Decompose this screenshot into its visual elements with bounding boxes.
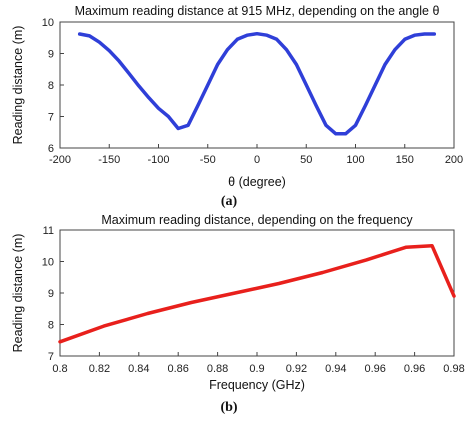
data-point bbox=[314, 104, 318, 107]
x-tick-label: 150 bbox=[396, 154, 414, 166]
y-axis-label: Reading distance (m) bbox=[11, 26, 25, 145]
data-point bbox=[216, 63, 219, 66]
x-tick-label: 0.98 bbox=[443, 363, 464, 375]
x-tick-label: 0.9 bbox=[249, 363, 264, 375]
data-point bbox=[236, 38, 239, 41]
data-point bbox=[78, 32, 81, 36]
x-tick-label: -150 bbox=[98, 154, 120, 166]
data-point bbox=[295, 63, 298, 66]
data-point bbox=[167, 115, 170, 118]
x-tick-label: 0 bbox=[254, 154, 260, 166]
y-tick-label: 10 bbox=[42, 257, 54, 269]
data-point bbox=[117, 59, 121, 63]
data-point bbox=[233, 291, 237, 295]
y-tick-label: 6 bbox=[48, 143, 54, 155]
data-point bbox=[226, 48, 229, 51]
data-point bbox=[393, 48, 397, 51]
chart-title: Maximum reading distance, depending on t… bbox=[101, 213, 413, 227]
data-point bbox=[365, 258, 368, 262]
x-axis-label: θ (degree) bbox=[228, 175, 286, 189]
panel-caption: (b) bbox=[220, 400, 237, 415]
data-point bbox=[383, 63, 387, 66]
panel-caption: (a) bbox=[221, 194, 238, 209]
data-point bbox=[430, 244, 434, 247]
data-point bbox=[324, 124, 328, 127]
x-tick-label: 0.84 bbox=[128, 363, 149, 375]
x-tick-label: 0.96 bbox=[404, 363, 425, 375]
data-point bbox=[374, 83, 377, 87]
series-line-0 bbox=[77, 31, 437, 136]
y-tick-label: 11 bbox=[43, 225, 54, 237]
x-tick-label: 0.96 bbox=[364, 363, 385, 375]
data-point bbox=[127, 72, 131, 75]
data-point bbox=[285, 48, 288, 51]
y-tick-label: 10 bbox=[42, 17, 54, 29]
data-point bbox=[146, 312, 149, 315]
chart-title: Maximum reading distance at 915 MHz, dep… bbox=[75, 4, 440, 18]
data-point bbox=[196, 104, 200, 107]
x-tick-label: 100 bbox=[346, 154, 364, 166]
x-tick-label: 0.94 bbox=[325, 363, 346, 375]
data-point bbox=[275, 38, 278, 41]
data-point bbox=[108, 49, 111, 52]
x-tick-label: -100 bbox=[147, 154, 169, 166]
y-tick-label: 7 bbox=[48, 112, 54, 124]
x-tick-label: 0.8 bbox=[52, 363, 67, 375]
data-point bbox=[98, 41, 101, 44]
data-point bbox=[255, 32, 259, 35]
data-point bbox=[102, 324, 106, 328]
y-tick-label: 8 bbox=[48, 320, 54, 332]
data-point bbox=[245, 34, 249, 37]
data-point bbox=[88, 34, 91, 38]
data-point bbox=[321, 271, 324, 274]
x-tick-label: 0.88 bbox=[207, 363, 228, 375]
data-point bbox=[157, 107, 160, 110]
x-tick-label: -200 bbox=[49, 154, 71, 166]
y-axis-label: Reading distance (m) bbox=[11, 234, 25, 353]
chart-a: Maximum reading distance at 915 MHz, dep… bbox=[11, 4, 463, 209]
y-tick-label: 7 bbox=[48, 351, 54, 363]
data-point bbox=[404, 246, 407, 249]
y-tick-label: 9 bbox=[48, 288, 54, 300]
data-point bbox=[452, 294, 456, 298]
y-tick-label: 8 bbox=[48, 80, 54, 92]
data-point bbox=[58, 340, 62, 343]
data-point bbox=[433, 32, 436, 36]
x-tick-label: 0.82 bbox=[89, 363, 110, 375]
data-point bbox=[177, 127, 180, 130]
data-point bbox=[413, 34, 416, 37]
chart-b: Maximum reading distance, depending on t… bbox=[11, 213, 465, 415]
plot-frame bbox=[59, 229, 455, 357]
x-tick-label: -50 bbox=[200, 154, 216, 166]
x-tick-label: 50 bbox=[300, 154, 312, 166]
data-point bbox=[354, 124, 357, 127]
data-point bbox=[190, 301, 193, 304]
data-point bbox=[305, 83, 308, 87]
data-point bbox=[364, 104, 367, 107]
data-point bbox=[344, 132, 347, 135]
data-point bbox=[265, 34, 269, 37]
data-point bbox=[277, 282, 281, 285]
data-point bbox=[186, 124, 190, 127]
data-point bbox=[206, 83, 209, 87]
x-tick-label: 0.86 bbox=[167, 363, 188, 375]
data-point bbox=[334, 132, 337, 135]
data-point bbox=[403, 38, 406, 41]
data-point bbox=[423, 32, 426, 36]
series-line-0 bbox=[58, 244, 456, 344]
data-point bbox=[147, 96, 150, 99]
x-tick-label: 0.92 bbox=[286, 363, 307, 375]
x-axis-label: Frequency (GHz) bbox=[209, 378, 305, 392]
data-point bbox=[137, 84, 140, 88]
x-tick-label: 200 bbox=[445, 154, 463, 166]
y-tick-label: 9 bbox=[48, 49, 54, 61]
plot-frame bbox=[59, 21, 455, 149]
